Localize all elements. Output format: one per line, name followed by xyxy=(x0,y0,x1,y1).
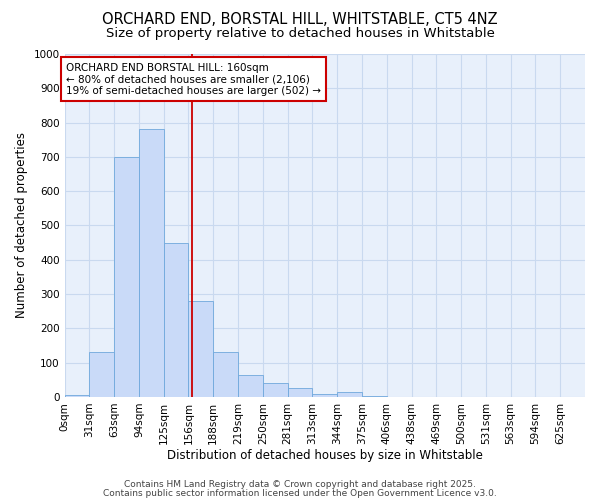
Bar xyxy=(188,301,213,397)
Bar xyxy=(164,242,188,397)
Bar xyxy=(114,157,139,397)
Y-axis label: Number of detached properties: Number of detached properties xyxy=(15,132,28,318)
Bar xyxy=(89,352,114,397)
Bar xyxy=(313,394,337,397)
Text: Size of property relative to detached houses in Whitstable: Size of property relative to detached ho… xyxy=(106,28,494,40)
Bar xyxy=(263,383,287,397)
Bar xyxy=(287,388,313,397)
Bar xyxy=(362,396,387,397)
X-axis label: Distribution of detached houses by size in Whitstable: Distribution of detached houses by size … xyxy=(167,450,483,462)
Bar xyxy=(337,392,362,397)
Text: Contains HM Land Registry data © Crown copyright and database right 2025.: Contains HM Land Registry data © Crown c… xyxy=(124,480,476,489)
Bar xyxy=(213,352,238,397)
Bar xyxy=(139,130,164,397)
Bar xyxy=(65,395,89,397)
Text: ORCHARD END, BORSTAL HILL, WHITSTABLE, CT5 4NZ: ORCHARD END, BORSTAL HILL, WHITSTABLE, C… xyxy=(102,12,498,28)
Text: ORCHARD END BORSTAL HILL: 160sqm
← 80% of detached houses are smaller (2,106)
19: ORCHARD END BORSTAL HILL: 160sqm ← 80% o… xyxy=(66,62,321,96)
Bar xyxy=(238,374,263,397)
Text: Contains public sector information licensed under the Open Government Licence v3: Contains public sector information licen… xyxy=(103,488,497,498)
